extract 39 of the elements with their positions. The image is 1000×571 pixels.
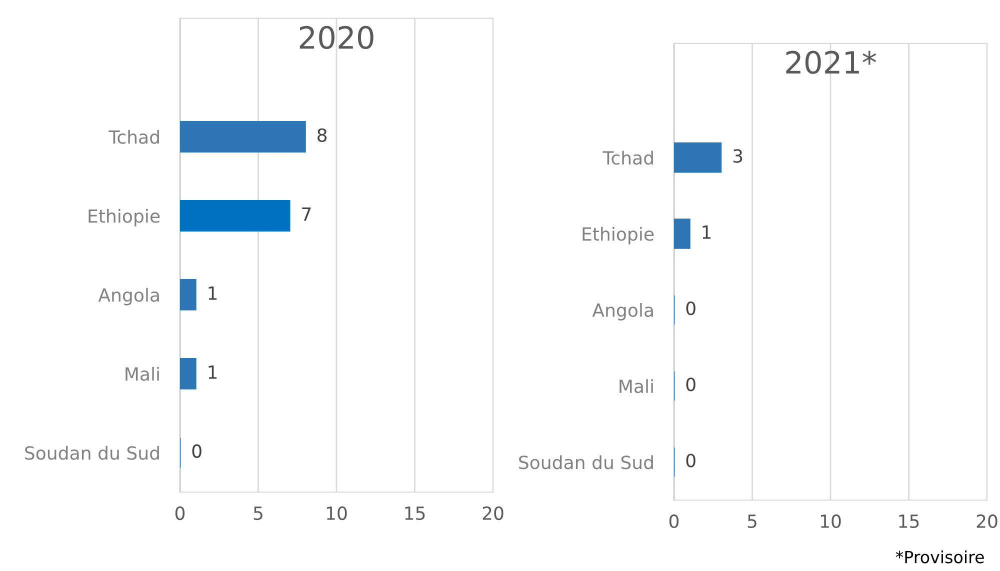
bar	[674, 142, 722, 173]
data-label: 0	[192, 444, 202, 458]
data-label: 1	[208, 366, 217, 379]
data-label: 1	[702, 226, 711, 239]
x-tick-label: 10	[326, 506, 347, 520]
x-tick-label: 15	[899, 514, 919, 528]
data-label: 0	[686, 454, 696, 468]
x-tick-label: 0	[175, 506, 185, 520]
y-tick-label: Mali	[126, 366, 159, 381]
text: *Provisoire	[896, 550, 984, 564]
y-tick-label: Angola	[98, 288, 159, 306]
y-tick-label: Tchad	[602, 150, 653, 165]
y-tick-label: Soudan du Sud	[519, 455, 653, 470]
bar	[674, 218, 690, 249]
y-tick-label: Tchad	[108, 130, 159, 144]
chart-title: 2020	[300, 26, 374, 50]
y-tick-label: Ethiopie	[582, 226, 654, 244]
x-tick-label: 5	[748, 514, 756, 528]
bar	[180, 358, 196, 390]
x-tick-label: 20	[482, 506, 504, 520]
bar	[180, 121, 306, 152]
data-label: 8	[318, 128, 327, 142]
data-label: 0	[686, 378, 696, 392]
data-label: 3	[733, 149, 742, 163]
y-tick-label: Ethiopie	[88, 208, 160, 226]
bar	[180, 200, 290, 232]
x-tick-label: 10	[820, 514, 841, 528]
x-tick-label: 5	[254, 506, 262, 520]
x-tick-label: 0	[669, 514, 679, 528]
y-tick-label: Soudan du Sud	[25, 446, 159, 460]
x-tick-label: 20	[976, 514, 998, 528]
x-tick-label: 15	[405, 506, 425, 520]
data-label: 0	[686, 301, 696, 316]
bar	[180, 279, 196, 310]
y-tick-label: Mali	[620, 379, 653, 394]
y-tick-label: Angola	[592, 303, 653, 320]
data-label: 7	[302, 208, 311, 221]
chart-title: 2021*	[786, 50, 876, 74]
data-label: 1	[208, 286, 217, 300]
